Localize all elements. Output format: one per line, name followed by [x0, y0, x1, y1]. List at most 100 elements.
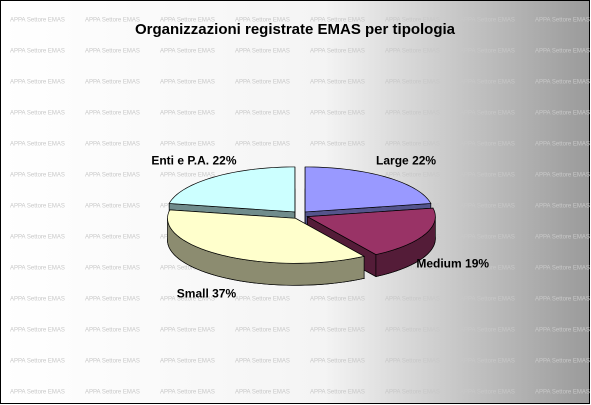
watermark: APPA Settore EMAS	[460, 328, 515, 334]
watermark: APPA Settore EMAS	[460, 80, 515, 86]
watermark: APPA Settore EMAS	[160, 359, 215, 365]
watermark: APPA Settore EMAS	[460, 390, 515, 396]
watermark: APPA Settore EMAS	[535, 111, 590, 117]
watermark: APPA Settore EMAS	[235, 297, 290, 303]
watermark: APPA Settore EMAS	[460, 266, 515, 272]
watermark: APPA Settore EMAS	[310, 390, 365, 396]
watermark: APPA Settore EMAS	[385, 142, 440, 148]
watermark: APPA Settore EMAS	[85, 297, 140, 303]
slice	[168, 166, 296, 213]
slice-label-name: Enti e P.A.	[151, 153, 209, 167]
watermark: APPA Settore EMAS	[160, 142, 215, 148]
slice-label: Large 22%	[376, 153, 436, 167]
watermark: APPA Settore EMAS	[85, 18, 140, 24]
watermark: APPA Settore EMAS	[385, 18, 440, 24]
slice	[167, 209, 366, 264]
watermark: APPA Settore EMAS	[535, 80, 590, 86]
watermark: APPA Settore EMAS	[10, 235, 65, 241]
slice-label: Small 37%	[177, 287, 237, 301]
watermark: APPA Settore EMAS	[385, 297, 440, 303]
slice-label-name: Large	[376, 153, 409, 167]
watermark: APPA Settore EMAS	[460, 173, 515, 179]
watermark: APPA Settore EMAS	[460, 49, 515, 55]
slice-label-name: Medium	[416, 257, 461, 271]
watermark: APPA Settore EMAS	[10, 390, 65, 396]
watermark: APPA Settore EMAS	[535, 18, 590, 24]
watermark: APPA Settore EMAS	[10, 266, 65, 272]
watermark: APPA Settore EMAS	[235, 80, 290, 86]
watermark: APPA Settore EMAS	[385, 49, 440, 55]
watermark: APPA Settore EMAS	[10, 49, 65, 55]
watermark: APPA Settore EMAS	[460, 297, 515, 303]
watermark: APPA Settore EMAS	[10, 297, 65, 303]
watermark: APPA Settore EMAS	[235, 18, 290, 24]
slice-label-value: 37%	[212, 287, 236, 301]
watermark: APPA Settore EMAS	[235, 390, 290, 396]
watermark: APPA Settore EMAS	[235, 49, 290, 55]
slice-label-value: 22%	[212, 153, 236, 167]
watermark: APPA Settore EMAS	[85, 142, 140, 148]
watermark: APPA Settore EMAS	[160, 173, 215, 179]
watermark: APPA Settore EMAS	[385, 80, 440, 86]
watermark: APPA Settore EMAS	[385, 359, 440, 365]
watermark: APPA Settore EMAS	[85, 359, 140, 365]
slice	[304, 166, 432, 213]
watermark: APPA Settore EMAS	[535, 359, 590, 365]
watermark: APPA Settore EMAS	[10, 204, 65, 210]
watermark: APPA Settore EMAS	[535, 266, 590, 272]
watermark: APPA Settore EMAS	[310, 111, 365, 117]
watermark: APPA Settore EMAS	[460, 111, 515, 117]
watermark: APPA Settore EMAS	[85, 235, 140, 241]
watermark: APPA Settore EMAS	[160, 18, 215, 24]
watermark: APPA Settore EMAS	[160, 266, 215, 272]
watermark: APPA Settore EMAS	[235, 359, 290, 365]
watermark: APPA Settore EMAS	[385, 328, 440, 334]
watermark: APPA Settore EMAS	[385, 111, 440, 117]
watermark: APPA Settore EMAS	[535, 235, 590, 241]
slice-label: Enti e P.A. 22%	[151, 153, 236, 167]
watermark: APPA Settore EMAS	[385, 266, 440, 272]
watermark: APPA Settore EMAS	[310, 297, 365, 303]
watermark: APPA Settore EMAS	[460, 235, 515, 241]
watermark: APPA Settore EMAS	[160, 328, 215, 334]
watermark: APPA Settore EMAS	[385, 173, 440, 179]
slice-label: Medium 19%	[416, 257, 489, 271]
watermark: APPA Settore EMAS	[535, 173, 590, 179]
slice-label-value: 22%	[412, 153, 436, 167]
watermark: APPA Settore EMAS	[235, 111, 290, 117]
watermark: APPA Settore EMAS	[235, 328, 290, 334]
pie	[167, 166, 436, 286]
watermark: APPA Settore EMAS	[310, 49, 365, 55]
watermark: APPA Settore EMAS	[460, 142, 515, 148]
watermark: APPA Settore EMAS	[160, 297, 215, 303]
watermark: APPA Settore EMAS	[85, 80, 140, 86]
watermark: APPA Settore EMAS	[160, 111, 215, 117]
watermark: APPA Settore EMAS	[460, 204, 515, 210]
watermark: APPA Settore EMAS	[460, 359, 515, 365]
watermark: APPA Settore EMAS	[85, 173, 140, 179]
slice-label-value: 19%	[465, 257, 489, 271]
watermark: APPA Settore EMAS	[10, 142, 65, 148]
watermark: APPA Settore EMAS	[160, 390, 215, 396]
watermark: APPA Settore EMAS	[535, 390, 590, 396]
watermark: APPA Settore EMAS	[310, 142, 365, 148]
watermark: APPA Settore EMAS	[535, 49, 590, 55]
slice-label-name: Small	[177, 287, 209, 301]
watermark: APPA Settore EMAS	[85, 204, 140, 210]
watermark: APPA Settore EMAS	[85, 49, 140, 55]
watermark: APPA Settore EMAS	[10, 328, 65, 334]
watermark: APPA Settore EMAS	[10, 18, 65, 24]
watermark: APPA Settore EMAS	[160, 49, 215, 55]
watermark: APPA Settore EMAS	[85, 328, 140, 334]
watermark: APPA Settore EMAS	[310, 328, 365, 334]
watermark: APPA Settore EMAS	[85, 390, 140, 396]
watermark: APPA Settore EMAS	[310, 80, 365, 86]
watermark: APPA Settore EMAS	[535, 142, 590, 148]
watermark: APPA Settore EMAS	[160, 80, 215, 86]
watermark: APPA Settore EMAS	[85, 266, 140, 272]
watermark: APPA Settore EMAS	[385, 390, 440, 396]
watermark: APPA Settore EMAS	[10, 80, 65, 86]
watermark: APPA Settore EMAS	[10, 359, 65, 365]
slice	[306, 207, 436, 255]
